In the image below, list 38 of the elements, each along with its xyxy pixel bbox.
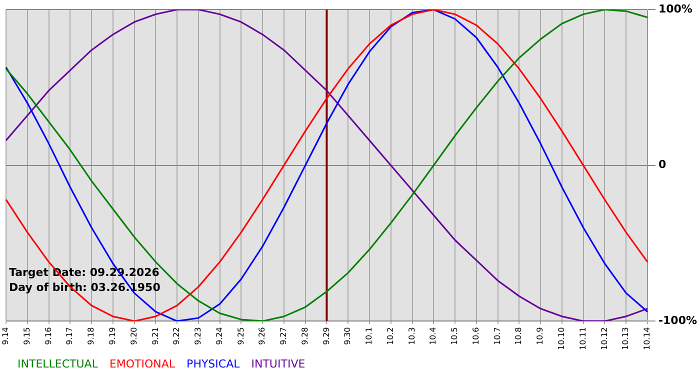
x-tick-label: 9.14 bbox=[1, 327, 10, 345]
x-tick-label: 10.10 bbox=[557, 327, 566, 350]
x-tick-label: 9.29 bbox=[322, 327, 331, 345]
x-tick-label: 10.8 bbox=[514, 327, 524, 345]
x-tick-label: 9.26 bbox=[258, 327, 267, 345]
y-tick-label: 0 bbox=[658, 158, 666, 172]
y-tick-label: 100% bbox=[658, 2, 692, 16]
x-tick-label: 10.1 bbox=[364, 327, 374, 345]
x-tick-label: 9.24 bbox=[214, 327, 224, 345]
x-tick-label: 9.21 bbox=[150, 327, 160, 345]
text: EMOTIONAL bbox=[109, 357, 176, 370]
x-tick-label: 10.3 bbox=[407, 327, 416, 345]
x-tick-label: 10.11 bbox=[578, 327, 588, 350]
text: PHYSICAL bbox=[186, 357, 241, 370]
x-tick-label: 9.18 bbox=[86, 327, 96, 345]
y-tick-label: -100% bbox=[658, 314, 698, 327]
x-tick-label: 10.13 bbox=[621, 327, 630, 350]
x-tick-label: 10.5 bbox=[450, 327, 460, 345]
x-tick-label: 9.28 bbox=[300, 327, 310, 345]
text: INTUITIVE bbox=[251, 357, 306, 370]
x-tick-label: 9.17 bbox=[65, 327, 74, 345]
x-tick-label: 9.22 bbox=[172, 327, 182, 345]
x-tick-label: 10.7 bbox=[492, 327, 502, 345]
x-tick-label: 9.23 bbox=[194, 327, 203, 345]
x-tick-label: 10.14 bbox=[642, 327, 652, 350]
x-tick-label: 9.16 bbox=[44, 327, 53, 345]
x-tick-label: 10.12 bbox=[600, 327, 609, 350]
x-tick-label: 9.25 bbox=[236, 327, 246, 345]
text: INTELLECTUAL bbox=[18, 357, 99, 370]
x-tick-label: 10.6 bbox=[471, 327, 480, 345]
x-tick-label: 9.27 bbox=[279, 327, 288, 345]
x-tick-label: 9.15 bbox=[22, 327, 32, 345]
x-tick-label: 9.19 bbox=[108, 327, 117, 345]
x-tick-label: 10.9 bbox=[536, 327, 545, 345]
x-tick-label: 10.2 bbox=[386, 327, 395, 345]
x-tick-label: 9.20 bbox=[129, 327, 138, 345]
x-tick-label: 9.30 bbox=[343, 327, 352, 345]
x-tick-label: 10.4 bbox=[428, 327, 438, 345]
